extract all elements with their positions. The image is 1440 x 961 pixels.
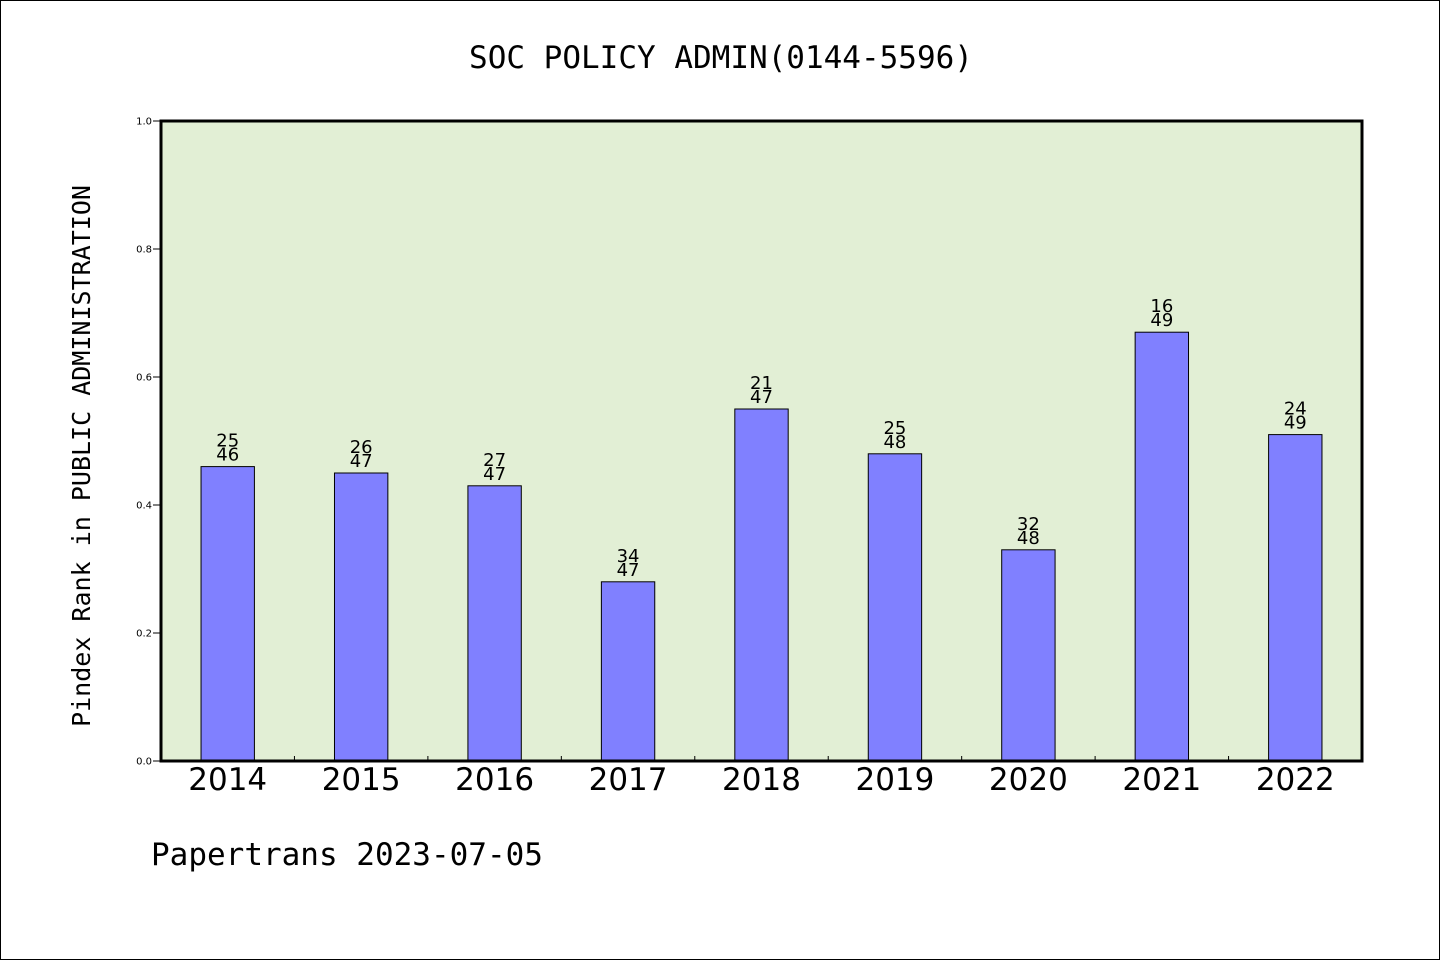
bar-total-label-2021: 49 [1150,310,1173,331]
bar-total-label-2020: 48 [1017,528,1040,549]
bar-rank-label-2021: 16 [1150,296,1173,317]
bar-rank-label-2018: 21 [750,373,773,394]
x-tick-label-2017: 2017 [589,762,668,798]
bars [200,331,1323,762]
bar-rank-label-2014: 25 [216,431,239,452]
bar-2020 [1001,549,1056,762]
bar-2018 [734,408,789,762]
bar-total-label-2022: 49 [1284,413,1307,434]
x-tick-labels: 2014 2015 2016 2017 2018 2019 2020 2021 2022 [188,762,1334,798]
bar-total-label-2014: 46 [216,445,239,466]
bar-rank-label-2019: 25 [883,418,906,439]
chart-title: SOC POLICY ADMIN(0144-5596) [469,40,973,76]
bar-2022 [1268,434,1323,762]
x-tick-label-2014: 2014 [188,762,267,798]
x-tick-label-2019: 2019 [855,762,934,798]
y-tick-label-1.0: 1.0 [136,117,152,128]
bar-total-label-2019: 48 [883,432,906,453]
y-tick-label-0.8: 0.8 [136,245,152,256]
bar-2017 [600,581,656,762]
bar-2021 [1134,331,1190,762]
bar-total-label-2017: 47 [617,560,640,581]
bar-total-label-2016: 47 [483,464,506,485]
x-tick-label-2020: 2020 [989,762,1068,798]
bar-2014 [200,466,255,762]
footer-text: Papertrans 2023-07-05 [151,837,543,873]
bar-2015 [333,472,389,762]
x-tick-label-2021: 2021 [1122,762,1201,798]
bar-rank-label-2017: 34 [617,546,640,567]
bar-rank-label-2015: 26 [350,437,373,458]
y-tick-label-0.4: 0.4 [136,501,152,512]
bar-rank-label-2016: 27 [483,450,506,471]
y-tick-label-0.6: 0.6 [136,373,152,384]
bar-total-label-2015: 47 [350,451,373,472]
x-tick-label-2015: 2015 [322,762,401,798]
bar-2016 [467,485,522,762]
bar-rank-label-2020: 32 [1017,514,1040,535]
x-tick-label-2016: 2016 [455,762,534,798]
y-tick-label-0.0: 0.0 [136,757,152,768]
bar-total-label-2018: 47 [750,387,773,408]
bar-rank-label-2022: 24 [1284,399,1307,420]
y-tick-labels: 0.0 0.2 0.4 0.6 0.8 1.0 [136,117,152,768]
x-tick-label-2022: 2022 [1256,762,1335,798]
bar-2019 [867,453,923,762]
y-tick-label-0.2: 0.2 [136,629,152,640]
plot-border [159,119,1364,763]
x-tick-label-2018: 2018 [722,762,801,798]
y-axis-label: Pindex Rank in PUBLIC ADMINISTRATION [67,185,96,727]
